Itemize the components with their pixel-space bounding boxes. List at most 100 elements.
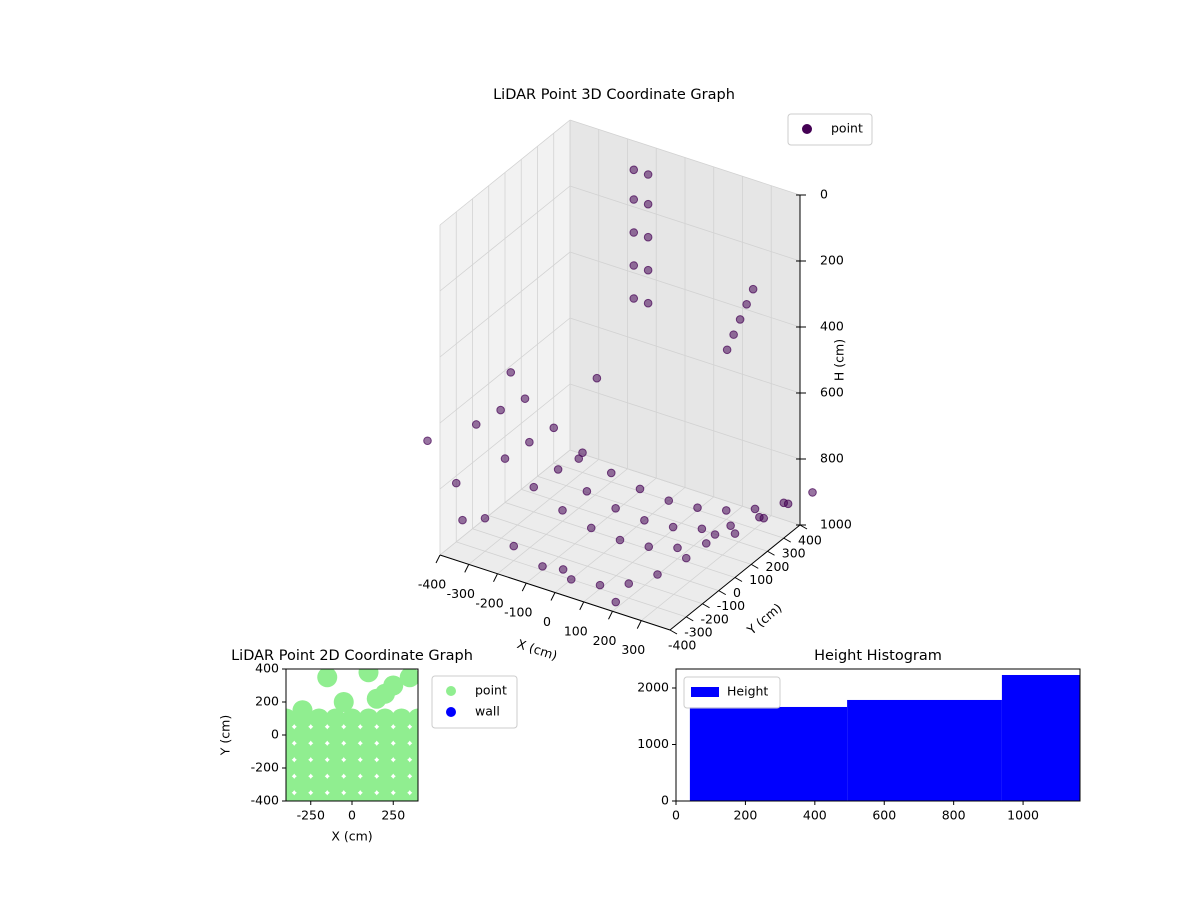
x-tick [435, 554, 441, 564]
point [358, 774, 379, 795]
chart-title: LiDAR Point 2D Coordinate Graph [231, 648, 473, 664]
point [496, 405, 505, 415]
point [735, 315, 745, 324]
grid-line [439, 449, 571, 556]
grid-line [439, 251, 571, 358]
point [375, 758, 395, 778]
point [358, 725, 379, 745]
point [748, 284, 758, 294]
z-axis-label: H (cm) [832, 339, 847, 381]
z-tick-label: 600 [820, 385, 844, 400]
point [566, 575, 576, 584]
point [358, 791, 379, 801]
point [292, 774, 313, 795]
point [408, 708, 418, 729]
point [342, 774, 362, 795]
point [325, 791, 346, 801]
grid-line [569, 383, 801, 460]
point [451, 478, 461, 488]
y-axis-line [669, 524, 801, 631]
x-tick-label: 1000 [1007, 808, 1039, 823]
bar [847, 699, 1002, 801]
y-tick [669, 629, 678, 635]
point [525, 437, 534, 447]
x-tick [608, 611, 613, 620]
grid-line [569, 185, 801, 262]
y-tick [767, 550, 775, 556]
point [710, 530, 720, 539]
point [783, 499, 793, 509]
point [391, 741, 412, 762]
y-tick [751, 563, 759, 569]
point [358, 669, 379, 683]
point [375, 791, 395, 801]
point [325, 725, 346, 745]
point [538, 562, 547, 571]
point [480, 513, 490, 523]
legend-label: Height [727, 684, 768, 699]
point [423, 436, 432, 446]
grid-line [439, 317, 571, 424]
point [506, 368, 516, 377]
x-axis-line [439, 554, 671, 631]
point [640, 516, 649, 525]
x-tick [636, 620, 642, 629]
x-tick-label: 200 [593, 633, 617, 648]
point [292, 791, 313, 801]
point [558, 506, 567, 515]
point [673, 543, 682, 553]
point [722, 345, 732, 355]
point [726, 521, 735, 530]
point [408, 758, 418, 778]
point [325, 758, 346, 778]
point [309, 791, 329, 801]
point [681, 553, 691, 563]
point [375, 774, 395, 795]
grid-line [472, 528, 703, 605]
legend-label: point [475, 683, 507, 698]
grid-line [521, 488, 752, 565]
point [520, 394, 530, 403]
y-tick-label: -400 [668, 638, 696, 653]
point [408, 774, 418, 795]
point [309, 758, 329, 778]
x-tick-label: -250 [297, 808, 325, 823]
x-tick-label: 100 [564, 623, 588, 638]
legend-marker [802, 124, 812, 134]
bar [1001, 674, 1080, 801]
legend-frame [683, 676, 781, 709]
grid-line [488, 515, 719, 592]
point [693, 503, 702, 512]
point [375, 708, 395, 729]
x-tick [521, 582, 527, 592]
x-tick-label: 0 [543, 614, 551, 629]
x-axis-label: X (cm) [515, 636, 559, 663]
point [286, 741, 296, 762]
point [471, 420, 481, 429]
grid-line [439, 119, 571, 226]
y-tick-label: 1000 [637, 736, 669, 751]
point [755, 512, 764, 522]
point [399, 669, 418, 688]
y-tick [799, 524, 808, 530]
point [653, 570, 662, 579]
z-tick-label: 1000 [820, 517, 852, 532]
point [808, 488, 817, 497]
point [325, 774, 346, 795]
points [423, 165, 817, 607]
point [624, 579, 634, 588]
point [582, 487, 592, 496]
point [342, 758, 362, 778]
point [643, 232, 653, 242]
x-tick [550, 592, 556, 601]
y-tick-label: -200 [701, 611, 729, 626]
point [509, 541, 519, 551]
point [611, 597, 621, 607]
y-tick-label: -300 [684, 624, 712, 639]
point [408, 725, 418, 745]
grid-line [569, 251, 801, 328]
point [391, 725, 412, 745]
point [643, 170, 653, 179]
